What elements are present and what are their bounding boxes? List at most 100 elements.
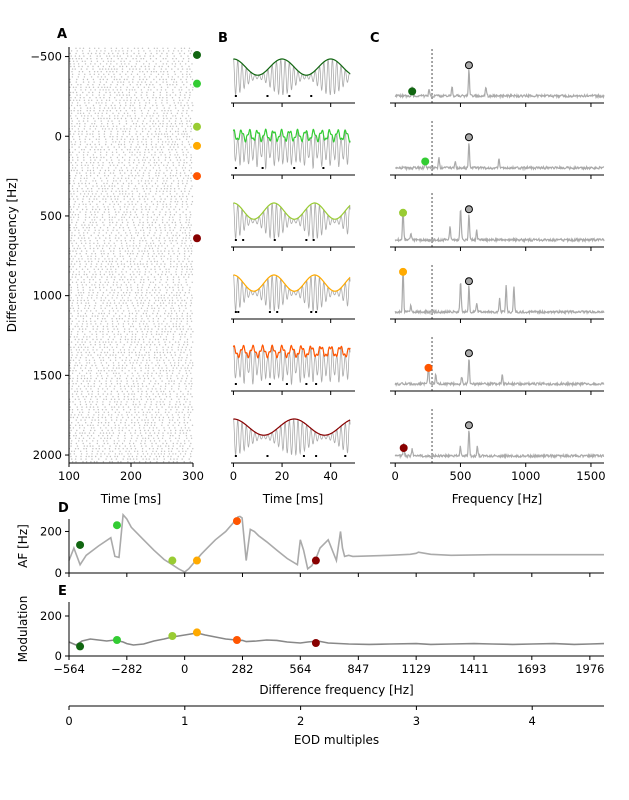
spike-dot — [148, 65, 150, 68]
spike-dot — [82, 195, 85, 198]
spike-dot — [87, 383, 90, 385]
spike-dot — [174, 427, 176, 429]
spike-dot — [135, 310, 137, 312]
spike-dot — [129, 60, 131, 62]
spike-dot — [100, 307, 102, 309]
spike-dot — [140, 299, 142, 302]
spike-dot — [81, 133, 83, 135]
spike-dot — [89, 172, 92, 174]
spike-dot — [170, 206, 172, 208]
trace-spike — [266, 95, 269, 97]
spike-dot — [186, 71, 188, 73]
spike-dot — [99, 354, 102, 356]
spike-dot — [69, 180, 71, 182]
spike-dot — [182, 110, 184, 112]
spike-dot — [166, 377, 168, 380]
spike-dot — [166, 71, 169, 73]
spike-dot — [78, 232, 80, 234]
spike-dot — [100, 305, 102, 307]
spike-dot — [181, 240, 183, 242]
spike-dot — [77, 133, 80, 135]
spike-dot — [168, 156, 171, 159]
spike-dot — [154, 245, 157, 247]
spike-dot — [111, 260, 114, 263]
spike-dot — [93, 81, 95, 83]
spike-dot — [78, 65, 80, 68]
spike-dot — [176, 263, 178, 265]
spike-dot — [109, 234, 111, 237]
spike-dot — [133, 281, 136, 283]
spike-dot — [111, 258, 114, 260]
spike-dot — [85, 242, 87, 244]
spike-dot — [124, 240, 127, 242]
spike-dot — [190, 180, 192, 182]
spike-dot — [137, 172, 139, 174]
trace-spike — [234, 455, 237, 457]
curve-marker — [112, 521, 121, 530]
spike-dot — [140, 279, 142, 281]
spike-dot — [128, 294, 131, 296]
spike-dot — [116, 156, 119, 159]
spike-dot — [126, 401, 128, 403]
spike-dot — [169, 351, 171, 354]
spike-dot — [150, 331, 152, 333]
spike-dot — [164, 110, 166, 112]
spike-dot — [136, 234, 139, 237]
spike-dot — [129, 253, 132, 255]
spike-dot — [153, 219, 155, 221]
spike-dot — [188, 219, 191, 221]
spike-dot — [182, 286, 184, 289]
spike-dot — [94, 89, 96, 91]
trace-group — [231, 344, 355, 395]
spike-dot — [158, 175, 160, 177]
spike-dot — [182, 445, 184, 447]
spike-dot — [86, 325, 88, 328]
spike-dot — [130, 180, 133, 182]
spike-dot — [148, 284, 151, 286]
spike-dot — [128, 328, 130, 330]
spike-dot — [119, 73, 121, 76]
spike-dot — [125, 123, 128, 125]
spike-dot — [138, 375, 140, 377]
spike-dot — [93, 383, 95, 385]
spike-dot — [182, 177, 185, 179]
trace-carrier — [233, 202, 351, 241]
spike-dot — [123, 396, 126, 398]
spike-dot — [176, 458, 178, 460]
spike-dot — [170, 263, 172, 265]
eod-tick-label: 4 — [529, 714, 536, 728]
spike-dot — [131, 154, 133, 156]
spike-dot — [89, 437, 91, 439]
spike-dot — [125, 427, 127, 429]
spike-dot — [176, 318, 178, 320]
spike-dot — [136, 450, 139, 452]
spike-dot — [150, 71, 153, 73]
spike-dot — [121, 414, 123, 416]
spike-dot — [81, 354, 83, 356]
spike-dot — [120, 63, 123, 65]
spike-dot — [157, 432, 160, 434]
spike-dot — [130, 344, 132, 346]
spike-dot — [115, 224, 117, 226]
spike-dot — [160, 258, 163, 260]
spike-dot — [97, 65, 100, 68]
spike-dot — [131, 65, 133, 68]
spike-dot — [144, 250, 146, 252]
spike-dot — [88, 91, 90, 94]
spike-dot — [138, 351, 141, 354]
spike-dot — [187, 448, 189, 450]
panel-letter-b: B — [218, 31, 228, 46]
spike-dot — [154, 260, 156, 263]
spike-dot — [110, 133, 112, 135]
spike-dot — [168, 219, 170, 221]
spike-dot — [120, 89, 122, 91]
spike-dot — [78, 338, 80, 341]
spike-dot — [157, 115, 160, 117]
spike-dot — [185, 221, 187, 224]
spike-dot — [77, 156, 79, 159]
spike-dot — [160, 357, 162, 359]
spike-dot — [73, 203, 75, 205]
spike-dot — [118, 367, 120, 369]
spike-dot — [112, 310, 115, 312]
spike-dot — [144, 354, 146, 356]
